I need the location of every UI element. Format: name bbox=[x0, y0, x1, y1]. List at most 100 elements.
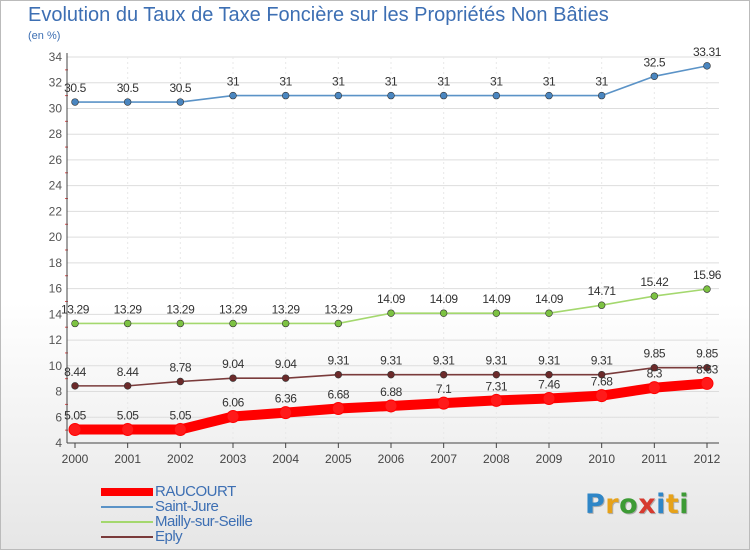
data-point-saint-jure bbox=[439, 91, 448, 100]
data-point-eply bbox=[281, 374, 290, 382]
data-label-eply: 8.44 bbox=[117, 365, 139, 379]
data-point-mailly-sur-seille bbox=[650, 292, 659, 300]
data-label-eply: 9.31 bbox=[327, 354, 349, 368]
data-point-saint-jure bbox=[176, 98, 185, 106]
data-point-saint-jure bbox=[545, 91, 553, 100]
data-point-mailly-sur-seille bbox=[703, 285, 711, 293]
y-tick-label: 4 bbox=[55, 436, 62, 450]
proxiti-logo: Proxiti bbox=[585, 489, 689, 520]
data-label-eply: 9.31 bbox=[538, 354, 560, 368]
chart-unit-label: (en %) bbox=[28, 30, 61, 42]
logo-letter: r bbox=[605, 489, 620, 520]
data-point-eply bbox=[545, 370, 553, 379]
y-tick-label: 24 bbox=[49, 179, 63, 193]
logo-letter: P bbox=[585, 489, 606, 520]
data-point-eply bbox=[334, 370, 343, 379]
data-point-mailly-sur-seille bbox=[176, 319, 185, 328]
x-tick-label: 2006 bbox=[378, 452, 405, 466]
y-tick-label: 34 bbox=[49, 50, 63, 64]
data-label-eply: 8.44 bbox=[64, 365, 86, 379]
data-point-eply bbox=[703, 364, 711, 372]
logo-letter: i bbox=[656, 489, 666, 520]
data-label-eply: 9.31 bbox=[380, 354, 402, 368]
data-label-mailly-sur-seille: 14.09 bbox=[430, 292, 459, 306]
data-label-eply: 9.85 bbox=[643, 347, 665, 361]
data-point-mailly-sur-seille bbox=[123, 319, 132, 328]
data-label-raucourt: 7.68 bbox=[591, 375, 613, 389]
data-label-saint-jure: 31 bbox=[279, 75, 292, 89]
data-point-saint-jure bbox=[703, 62, 711, 70]
data-label-raucourt: 8.3 bbox=[647, 367, 663, 381]
x-tick-label: 2005 bbox=[325, 452, 352, 466]
legend-item-saint-jure: Saint-Jure bbox=[101, 498, 252, 515]
data-label-eply: 9.85 bbox=[696, 347, 718, 361]
data-label-mailly-sur-seille: 14.09 bbox=[535, 292, 564, 306]
data-label-eply: 9.31 bbox=[485, 354, 507, 368]
data-point-saint-jure bbox=[650, 72, 659, 81]
data-point-mailly-sur-seille bbox=[492, 309, 501, 317]
data-point-raucourt bbox=[595, 389, 609, 403]
data-label-saint-jure: 33.31 bbox=[693, 45, 722, 59]
data-label-raucourt: 7.1 bbox=[436, 382, 452, 396]
data-label-mailly-sur-seille: 14.71 bbox=[588, 284, 617, 298]
data-point-raucourt bbox=[437, 396, 451, 410]
data-label-mailly-sur-seille: 13.29 bbox=[114, 302, 143, 316]
x-tick-label: 2008 bbox=[483, 452, 510, 466]
x-tick-label: 2010 bbox=[588, 452, 615, 466]
data-label-saint-jure: 32.5 bbox=[643, 55, 665, 69]
x-tick-label: 2001 bbox=[114, 452, 141, 466]
data-label-saint-jure: 30.5 bbox=[64, 81, 86, 95]
data-label-saint-jure: 31 bbox=[385, 75, 398, 89]
y-tick-label: 8 bbox=[55, 385, 62, 399]
legend-label: RAUCOURT bbox=[155, 483, 236, 500]
legend-label: Mailly-sur-Seille bbox=[155, 513, 253, 530]
data-label-mailly-sur-seille: 15.96 bbox=[693, 268, 722, 282]
data-point-eply bbox=[492, 370, 501, 379]
x-tick-label: 2004 bbox=[272, 452, 299, 466]
legend-swatch bbox=[101, 535, 153, 538]
data-label-saint-jure: 31 bbox=[490, 75, 503, 89]
data-point-mailly-sur-seille bbox=[229, 319, 237, 328]
x-tick-label: 2011 bbox=[641, 452, 667, 466]
data-point-eply bbox=[123, 382, 132, 390]
data-point-raucourt bbox=[542, 391, 556, 405]
data-point-mailly-sur-seille bbox=[597, 301, 606, 309]
data-label-raucourt: 6.88 bbox=[380, 385, 402, 399]
legend-label: Saint-Jure bbox=[155, 498, 219, 515]
data-label-mailly-sur-seille: 15.42 bbox=[640, 275, 669, 289]
data-point-eply bbox=[229, 374, 237, 382]
y-tick-label: 22 bbox=[49, 204, 63, 218]
data-label-mailly-sur-seille: 13.29 bbox=[61, 302, 90, 316]
data-point-eply bbox=[387, 370, 395, 379]
data-label-eply: 9.31 bbox=[433, 354, 455, 368]
data-label-mailly-sur-seille: 14.09 bbox=[377, 292, 406, 306]
legend-item-mailly-sur-seille: Mailly-sur-Seille bbox=[101, 513, 253, 530]
data-point-eply bbox=[439, 370, 448, 379]
logo-letter: i bbox=[679, 489, 690, 520]
data-label-mailly-sur-seille: 13.29 bbox=[166, 302, 195, 316]
x-tick-label: 2002 bbox=[167, 452, 194, 466]
logo-letter: t bbox=[665, 489, 680, 520]
data-point-saint-jure bbox=[281, 91, 290, 100]
y-tick-label: 20 bbox=[49, 230, 63, 244]
data-point-saint-jure bbox=[334, 91, 343, 100]
data-point-raucourt bbox=[384, 399, 398, 413]
logo-letter: o bbox=[619, 489, 639, 520]
y-tick-label: 18 bbox=[49, 256, 63, 270]
data-label-mailly-sur-seille: 14.09 bbox=[482, 292, 511, 306]
data-point-raucourt bbox=[279, 406, 293, 420]
legend-item-raucourt: RAUCOURT bbox=[101, 483, 252, 500]
data-label-eply: 9.04 bbox=[275, 357, 297, 371]
data-point-saint-jure bbox=[387, 91, 395, 100]
data-label-raucourt: 5.05 bbox=[117, 408, 139, 422]
x-tick-label: 2009 bbox=[536, 452, 563, 466]
y-tick-label: 12 bbox=[49, 333, 63, 347]
data-label-mailly-sur-seille: 13.29 bbox=[272, 302, 301, 316]
x-tick-label: 2000 bbox=[62, 452, 89, 466]
data-label-mailly-sur-seille: 13.29 bbox=[219, 302, 248, 316]
data-point-saint-jure bbox=[597, 91, 606, 100]
data-point-eply bbox=[650, 364, 659, 372]
y-tick-label: 16 bbox=[49, 282, 63, 296]
x-tick-label: 2003 bbox=[220, 452, 247, 466]
